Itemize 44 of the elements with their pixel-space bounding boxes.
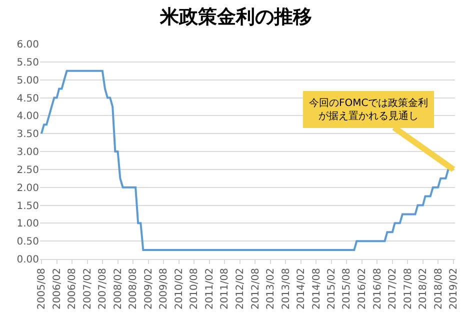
x-tick-label: 2017/08 — [402, 268, 414, 310]
x-tick-label: 2011/08 — [220, 268, 231, 310]
annotation: 今回のFOMCでは政策金利が据え置かれる見通し — [309, 97, 428, 122]
x-tick-label: 2015/08 — [342, 268, 353, 310]
x-tick-label: 2007/08 — [98, 268, 109, 310]
x-tick-label: 2010/08 — [189, 268, 200, 310]
y-tick-label: 0.00 — [16, 254, 39, 266]
y-tick-label: 0.50 — [16, 236, 39, 248]
x-tick-label: 2007/02 — [82, 268, 94, 310]
x-tick-label: 2014/02 — [296, 268, 308, 310]
x-tick-label: 2009/02 — [144, 268, 155, 310]
x-tick-label: 2009/08 — [158, 268, 170, 310]
y-tick-label: 4.00 — [16, 111, 39, 122]
x-tick-label: 2014/08 — [311, 268, 322, 310]
x-tick-label: 2016/02 — [357, 268, 368, 310]
x-tick-label: 2018/02 — [418, 268, 430, 310]
x-tick-label: 2015/02 — [326, 268, 338, 310]
x-tick-label: 2006/02 — [52, 268, 64, 310]
x-tick-label: 2019/02 — [448, 268, 460, 310]
x-tick-label: 2016/08 — [372, 268, 384, 310]
x-tick-label: 2008/02 — [113, 268, 124, 310]
x-tick-label: 2013/08 — [280, 268, 292, 310]
y-tick-label: 5.50 — [16, 57, 39, 68]
y-tick-label: 3.50 — [16, 129, 39, 140]
y-tick-label: 1.00 — [16, 218, 39, 230]
x-tick-label: 2012/08 — [250, 268, 262, 310]
x-tick-label: 2018/08 — [433, 268, 444, 310]
chart-title: 米政策金利の推移 — [159, 6, 312, 28]
x-tick-label: 2011/02 — [204, 268, 216, 310]
y-tick-label: 2.50 — [16, 164, 39, 176]
y-tick-label: 6.00 — [16, 40, 39, 50]
x-tick-label: 2017/02 — [388, 268, 399, 310]
y-tick-label: 1.50 — [16, 200, 39, 212]
y-tick-label: 4.50 — [16, 93, 39, 104]
x-tick-label: 2012/02 — [235, 268, 246, 310]
x-tick-label: 2006/08 — [67, 268, 78, 310]
x-tick-label: 2013/02 — [266, 268, 277, 310]
y-tick-label: 3.00 — [16, 147, 39, 158]
x-tick-label: 2005/08 — [36, 268, 48, 310]
y-tick-label: 5.00 — [16, 75, 39, 86]
line-series — [40, 70, 454, 252]
y-tick-label: 2.00 — [16, 182, 39, 194]
x-tick-label: 2008/08 — [128, 268, 140, 310]
x-tick-label: 2010/02 — [174, 268, 186, 310]
